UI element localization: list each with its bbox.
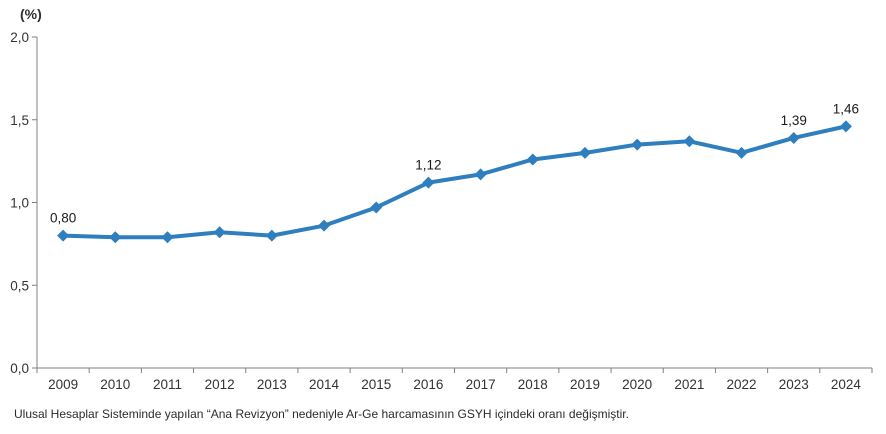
data-point-marker [787, 131, 800, 144]
y-tick-label: 0,0 [10, 361, 29, 376]
data-point-marker [631, 138, 644, 151]
data-point-marker [370, 201, 383, 214]
data-point-marker [57, 229, 70, 242]
x-tick-label: 2021 [674, 377, 704, 392]
x-tick-label: 2017 [466, 377, 496, 392]
x-tick-label: 2011 [153, 377, 182, 392]
data-point-marker [109, 231, 122, 244]
data-point-marker [474, 168, 487, 181]
x-tick-label: 2010 [100, 377, 130, 392]
x-tick-label: 2020 [622, 377, 652, 392]
data-point-marker [161, 231, 174, 244]
data-point-marker [839, 120, 852, 133]
data-labels: 0,80 1,12 1,39 1,46 [50, 101, 859, 225]
y-tick-label: 0,5 [10, 278, 29, 293]
data-point-marker [422, 176, 435, 189]
data-point-marker [318, 219, 331, 232]
x-tick-label: 2013 [257, 377, 287, 392]
footnote: Ulusal Hesaplar Sisteminde yapılan “Ana … [14, 407, 629, 421]
data-point-marker [578, 146, 591, 159]
data-series [57, 120, 852, 244]
x-tick-label: 2014 [309, 377, 340, 392]
x-tick-label: 2019 [570, 377, 600, 392]
y-axis-unit-label: (%) [20, 6, 42, 22]
x-tick-label: 2022 [727, 377, 757, 392]
x-tick-label: 2009 [48, 377, 78, 392]
data-point-marker [683, 135, 696, 148]
y-tick-label: 2,0 [10, 30, 29, 45]
data-point-label: 0,80 [50, 211, 76, 226]
y-tick-label: 1,5 [10, 113, 29, 128]
data-point-marker [265, 229, 278, 242]
x-tick-label: 2012 [205, 377, 235, 392]
data-point-label: 1,12 [415, 158, 441, 173]
series-line [61, 124, 848, 240]
data-point-label: 1,39 [781, 113, 807, 128]
data-point-marker [735, 146, 748, 159]
x-tick-label: 2015 [361, 377, 391, 392]
x-tick-label: 2024 [831, 377, 862, 392]
x-tick-label: 2016 [413, 377, 443, 392]
data-point-label: 1,46 [833, 101, 859, 116]
x-tick-label: 2023 [779, 377, 809, 392]
axes: 0,0 0,5 1,0 1,5 2,0 2009 2010 2011 2012 2013 2014 2… [10, 30, 873, 392]
data-point-marker [213, 226, 226, 239]
x-tick-label: 2018 [518, 377, 548, 392]
data-point-marker [526, 153, 539, 166]
line-chart: (%) 0,0 0,5 1,0 1,5 2,0 2009 2010 2011 2012 2013 2… [10, 6, 873, 392]
y-tick-label: 1,0 [10, 196, 29, 211]
